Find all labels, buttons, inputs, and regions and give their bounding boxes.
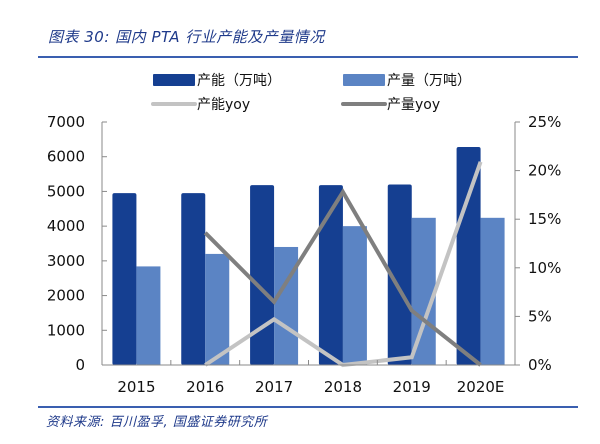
left-tick-label: 7000 [47, 113, 85, 131]
source-note: 资料来源: 百川盈孚, 国盛证券研究所 [46, 415, 268, 430]
production-bar [274, 246, 299, 365]
legend-label: 产量yoy [387, 97, 440, 113]
right-tick-label: 10% [528, 259, 561, 277]
right-tick-label: 25% [528, 113, 561, 131]
left-tick-label: 0 [75, 356, 85, 374]
legend-swatch-production [343, 74, 385, 86]
capacity-bar [456, 146, 481, 365]
capacity-bar [318, 185, 343, 365]
right-tick-label: 15% [528, 210, 561, 228]
capacity-bar [387, 184, 412, 365]
chart-title: 图表 30: 国内 PTA 行业产能及产量情况 [48, 28, 325, 46]
x-tick-label: 2020E [457, 378, 505, 396]
capacity-bar [181, 193, 206, 365]
legend-label: 产量（万吨） [387, 73, 471, 89]
x-tick-label: 2017 [255, 378, 293, 396]
production-bar [342, 226, 367, 365]
left-tick-label: 6000 [47, 148, 85, 166]
left-tick-label: 3000 [47, 252, 85, 270]
x-tick-label: 2018 [324, 378, 362, 396]
right-tick-label: 20% [528, 162, 561, 180]
source-divider [38, 406, 578, 408]
left-tick-label: 2000 [47, 287, 85, 305]
right-tick-label: 0% [528, 356, 552, 374]
legend-label: 产能yoy [197, 97, 250, 113]
x-tick-label: 2015 [117, 378, 155, 396]
legend: 产能（万吨） 产量（万吨） 产能yoy 产量yoy [151, 73, 471, 113]
legend-label: 产能（万吨） [197, 73, 281, 89]
left-tick-label: 5000 [47, 182, 85, 200]
axes: 0 1000 2000 3000 4000 5000 6000 7000 0% 5% 10% 15% 2… [47, 113, 562, 396]
production-bar [136, 266, 161, 365]
capacity-bar [112, 193, 137, 365]
bars [112, 146, 505, 365]
right-tick-label: 5% [528, 307, 552, 325]
x-tick-label: 2016 [186, 378, 224, 396]
production-bar [480, 217, 505, 365]
production-yoy-line [203, 188, 482, 367]
production-bar [205, 253, 230, 365]
x-tick-label: 2019 [393, 378, 431, 396]
capacity-bar [250, 185, 275, 365]
title-divider [38, 56, 578, 58]
left-tick-label: 1000 [47, 321, 85, 339]
legend-swatch-capacity [153, 74, 195, 86]
left-tick-label: 4000 [47, 217, 85, 235]
